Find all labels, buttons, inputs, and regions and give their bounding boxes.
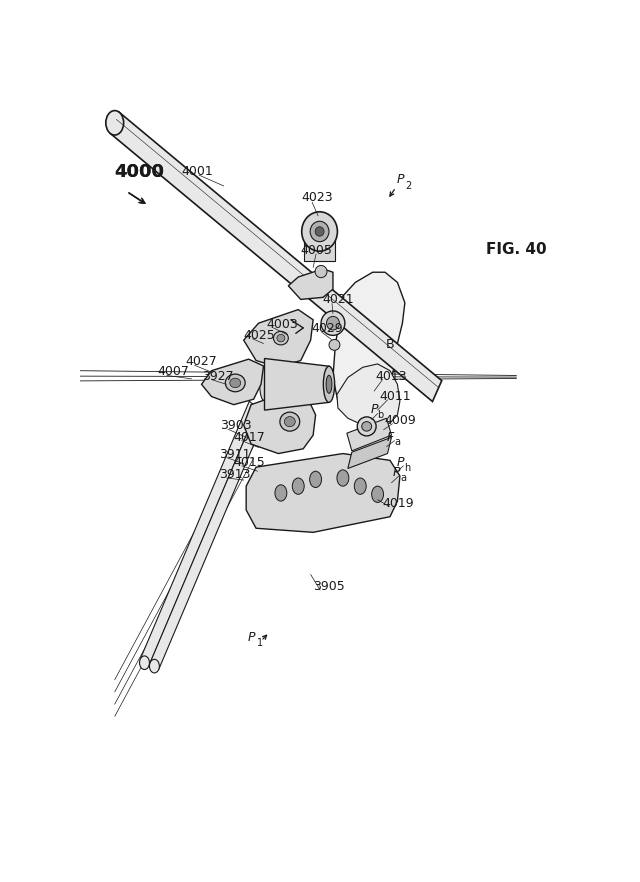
Polygon shape [333, 273, 405, 418]
Ellipse shape [323, 366, 335, 402]
Circle shape [355, 478, 366, 494]
Text: 4007: 4007 [158, 365, 189, 378]
Polygon shape [304, 231, 335, 261]
Polygon shape [150, 405, 268, 669]
Polygon shape [348, 437, 392, 468]
Ellipse shape [315, 265, 327, 278]
Polygon shape [347, 418, 392, 451]
Ellipse shape [225, 374, 245, 392]
Ellipse shape [310, 221, 329, 242]
Ellipse shape [280, 412, 300, 431]
Text: P: P [370, 403, 378, 416]
Polygon shape [110, 112, 442, 401]
Ellipse shape [273, 332, 288, 345]
Text: 4023: 4023 [301, 191, 333, 204]
Text: 4001: 4001 [182, 165, 213, 178]
Text: 4000: 4000 [114, 163, 164, 181]
Text: a: a [400, 473, 406, 482]
Text: 4003: 4003 [266, 318, 298, 331]
Ellipse shape [277, 334, 285, 342]
Text: 4005: 4005 [301, 244, 333, 257]
Text: 4009: 4009 [384, 414, 416, 427]
Text: 4013: 4013 [375, 370, 407, 383]
Polygon shape [264, 358, 329, 410]
Polygon shape [244, 392, 316, 453]
Text: 4029: 4029 [312, 322, 343, 335]
Text: 4017: 4017 [234, 430, 266, 444]
Polygon shape [202, 359, 264, 405]
Polygon shape [246, 453, 400, 533]
Text: P: P [248, 631, 255, 644]
Text: 4027: 4027 [186, 355, 218, 369]
Polygon shape [337, 364, 400, 426]
Circle shape [337, 470, 349, 486]
Polygon shape [288, 269, 333, 299]
Text: b: b [378, 410, 384, 420]
Text: F: F [387, 430, 394, 444]
Ellipse shape [329, 340, 340, 350]
Text: 3905: 3905 [313, 580, 345, 593]
Text: 3913: 3913 [219, 468, 250, 481]
Text: 4021: 4021 [322, 294, 354, 306]
Ellipse shape [326, 375, 332, 393]
Circle shape [275, 485, 287, 501]
Text: h: h [404, 462, 410, 473]
Text: 2: 2 [405, 181, 412, 191]
Ellipse shape [260, 368, 269, 401]
Circle shape [140, 656, 150, 669]
Ellipse shape [284, 416, 295, 427]
Ellipse shape [326, 317, 339, 330]
Text: FIG. 40: FIG. 40 [486, 242, 547, 257]
Ellipse shape [230, 378, 241, 388]
Polygon shape [140, 401, 258, 666]
Ellipse shape [321, 311, 345, 335]
Text: 3927: 3927 [202, 370, 234, 383]
Text: 3903: 3903 [220, 419, 252, 432]
Text: 1: 1 [257, 639, 262, 648]
Ellipse shape [301, 212, 337, 251]
Text: 4025: 4025 [244, 329, 275, 342]
Text: 4011: 4011 [380, 390, 412, 403]
Ellipse shape [315, 227, 324, 236]
Circle shape [310, 471, 321, 488]
Polygon shape [244, 310, 313, 367]
Text: P: P [396, 173, 404, 186]
Text: a: a [394, 437, 400, 447]
Circle shape [372, 486, 383, 503]
Text: 4015: 4015 [234, 456, 266, 469]
Text: 4019: 4019 [383, 497, 414, 510]
Text: P: P [396, 456, 404, 469]
Text: 3911: 3911 [219, 448, 250, 460]
Circle shape [106, 110, 124, 135]
Text: 4000: 4000 [114, 163, 164, 181]
Ellipse shape [362, 422, 372, 431]
Text: B: B [386, 338, 395, 351]
Text: P: P [392, 466, 400, 479]
Circle shape [149, 660, 159, 673]
Ellipse shape [357, 417, 376, 436]
Circle shape [292, 478, 304, 494]
